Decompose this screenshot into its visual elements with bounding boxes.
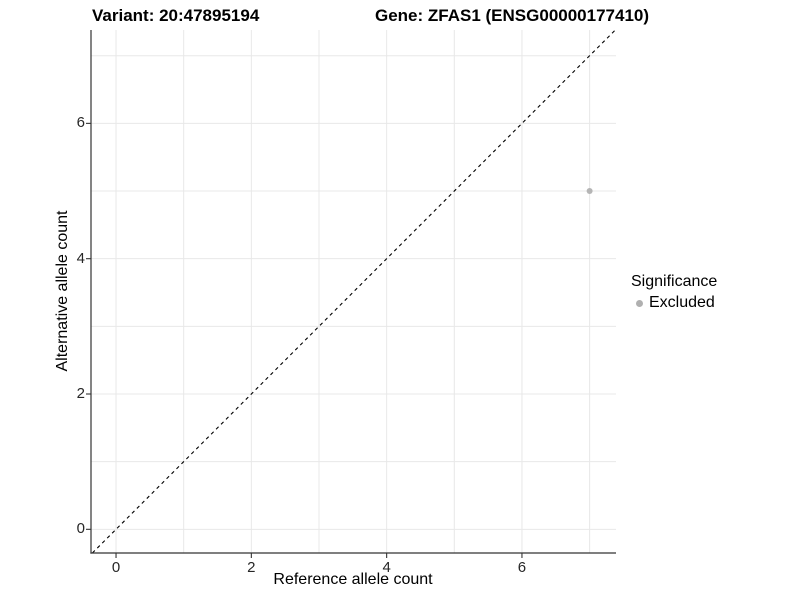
excluded-point-icon [636,299,643,307]
y-tick-label: 0 [76,520,85,538]
x-tick-label: 4 [382,559,391,576]
y-tick-label: 6 [76,114,85,132]
data-point [586,188,593,195]
y-tick-label: 2 [76,385,85,402]
legend-title: Significance [631,273,718,290]
y-axis-title: Alternative allele count [54,210,71,372]
legend-item-excluded: Excluded [631,294,717,312]
gene-title: Gene: ZFAS1 (ENSG00000177410) [375,6,650,25]
x-tick-label: 6 [517,559,527,576]
y-tick-label: 4 [76,249,85,267]
legend: Significance Excluded [631,273,717,312]
x-axis-title: Reference allele count [273,571,433,588]
legend-item-label: Excluded [649,294,715,311]
x-tick-label: 0 [111,559,121,576]
x-tick-label: 2 [247,559,256,576]
variant-title: Variant: 20:47895194 [92,6,260,25]
identity-reference-line [91,29,616,554]
